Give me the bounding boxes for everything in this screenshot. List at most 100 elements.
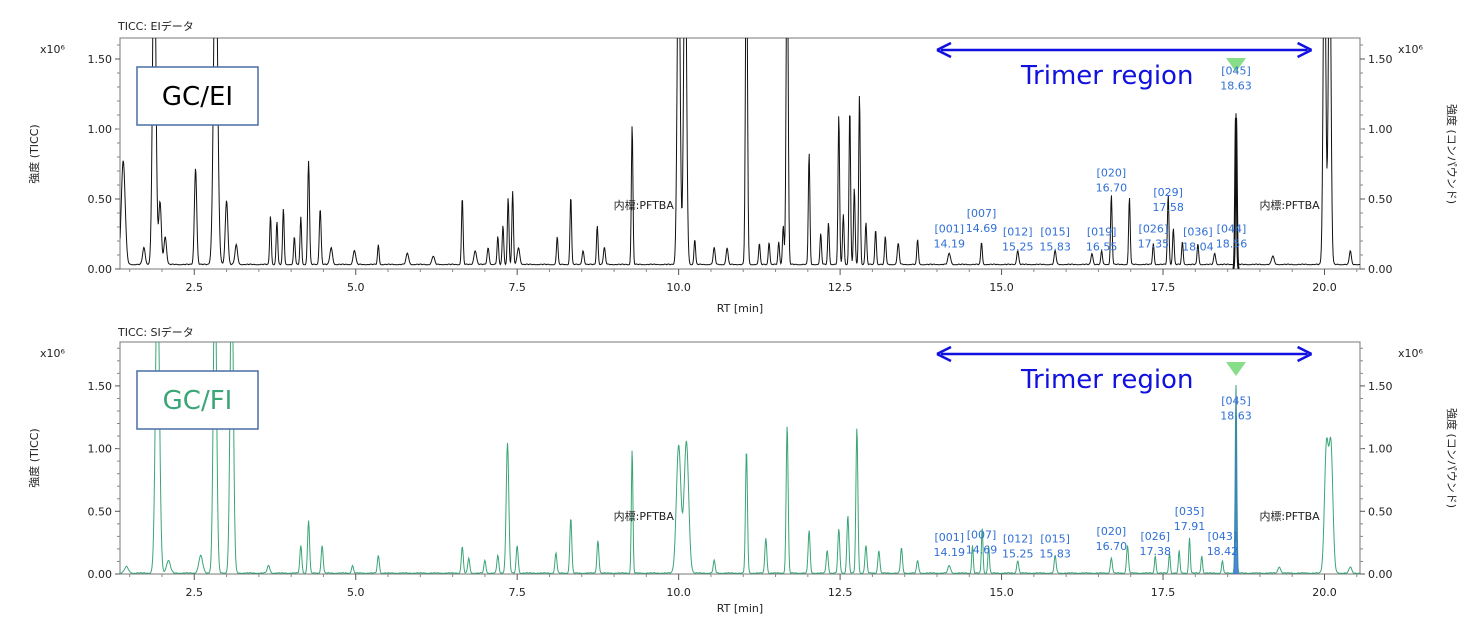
y-exponent-right: x10⁶ [1398,43,1424,56]
region-arrow-head-left [936,345,952,363]
compound-rt-label: 15.25 [1002,547,1034,560]
compound-rt-label: 14.19 [934,238,966,251]
compound-rt-label: 17.35 [1138,238,1170,251]
compound-id-label: [045] [1221,64,1251,77]
compound-rt-label: 16.70 [1096,540,1128,553]
x-tick-label: 17.5 [1151,281,1176,294]
internal-standard-label: 内標:PFTBA [1259,509,1320,523]
compound-id-label: [045] [1221,394,1251,407]
compound-peak-highlight [1232,117,1240,269]
compound-rt-label: 14.69 [966,544,998,557]
compound-id-label: [044] [1217,223,1247,236]
compound-id-label: [015] [1040,532,1070,545]
x-tick-label: 20.0 [1312,281,1337,294]
chart-title: TICC: EIデータ [117,19,194,33]
y-tick-label: 0.50 [88,193,113,206]
x-tick-label: 15.0 [989,281,1014,294]
compound-id-label: [001] [934,531,964,544]
compound-id-label: [020] [1097,167,1127,180]
trace-group [120,38,1360,269]
x-tick-label: 7.5 [508,586,526,599]
y-tick-label: 1.50 [88,53,113,66]
method-label: GC/EI [162,82,233,112]
compound-rt-label: 17.58 [1152,201,1184,214]
compound-marker-triangle [1226,362,1246,376]
compound-rt-label: 18.56 [1216,238,1248,251]
x-tick-label: 7.5 [508,281,526,294]
region-arrow-head-left [936,41,952,59]
internal-standard-label: 内標:PFTBA [614,198,675,212]
y-tick-label-right: 0.00 [1368,263,1393,276]
compound-id-label: [043] [1208,530,1238,543]
compound-id-label: [026] [1140,530,1170,543]
y-exponent-right: x10⁶ [1398,347,1424,360]
x-tick-label: 12.5 [828,586,853,599]
compound-peak-fill [1232,385,1240,574]
y-tick-label-right: 1.00 [1368,443,1393,456]
y-tick-label-right: 0.50 [1368,193,1393,206]
trace-group [120,342,1360,574]
region-label: Trimer region [1020,61,1193,91]
compound-rt-label: 15.25 [1002,240,1034,253]
compound-id-label: [029] [1153,186,1183,199]
method-box [136,370,259,430]
internal-standard-label: 内標:PFTBA [614,509,675,523]
compound-id-label: [012] [1003,532,1033,545]
compound-marker-triangle [1226,58,1246,72]
y-tick-label-right: 0.50 [1368,505,1393,518]
y-axis-label: 強度 (TICC) [27,428,41,487]
compound-id-label: [001] [934,223,964,236]
y-tick-label-right: 0.00 [1368,568,1393,581]
y-tick-label-right: 1.50 [1368,380,1393,393]
compound-id-label: [007] [967,207,997,220]
compound-rt-label: 18.63 [1220,79,1252,92]
compound-rt-label: 17.38 [1140,545,1172,558]
y-tick-label-right: 1.00 [1368,123,1393,136]
y-axis-label-right: 強度 (コンパウンド) [1445,104,1459,204]
plot-frame [119,341,1361,575]
y-tick-label: 0.00 [88,263,113,276]
y-tick-label: 1.50 [88,380,113,393]
x-tick-label: 2.5 [186,586,204,599]
x-tick-label: 5.0 [347,281,365,294]
x-tick-label: 15.0 [989,586,1014,599]
compound-id-label: [035] [1175,505,1205,518]
compound-rt-label: 16.70 [1096,182,1128,195]
chromatogram-trace [120,342,1360,574]
compound-id-label: [015] [1040,225,1070,238]
y-tick-label: 0.00 [88,568,113,581]
chromatogram-trace [120,38,1360,266]
compound-rt-label: 14.19 [934,546,966,559]
y-tick-label: 1.00 [88,443,113,456]
y-tick-label: 1.00 [88,123,113,136]
compound-id-label: [036] [1183,225,1213,238]
compound-id-label: [007] [967,529,997,542]
compound-rt-label: 16.55 [1086,240,1118,253]
compound-id-label: [012] [1003,225,1033,238]
method-box [136,66,259,126]
x-tick-label: 20.0 [1312,586,1337,599]
compound-id-label: [026] [1139,223,1169,236]
x-tick-label: 10.0 [666,586,691,599]
compound-rt-label: 18.63 [1220,409,1252,422]
region-arrow-head-right [1297,41,1313,59]
plot-frame [119,37,1361,270]
compound-rt-label: 18.42 [1207,545,1239,558]
y-axis-label: 強度 (TICC) [27,124,41,183]
region-label: Trimer region [1020,365,1193,395]
chart-panel-2: TICC: SIデータ x10⁶ x10⁶ 0.00 0.00 0.50 0.50 1.00 1… [27,325,1459,615]
x-axis-label: RT [min] [717,302,763,315]
compound-rt-label: 18.04 [1182,240,1214,253]
x-tick-label: 17.5 [1151,586,1176,599]
x-tick-label: 10.0 [666,281,691,294]
compound-rt-label: 17.91 [1174,520,1206,533]
x-axis-label: RT [min] [717,602,763,615]
x-tick-label: 2.5 [186,281,204,294]
method-label: GC/FI [163,386,233,416]
compound-id-label: [020] [1097,525,1127,538]
chart-panel-1: TICC: EIデータ x10⁶ x10⁶ 0.00 0.00 0.50 0.50 1.00 1… [27,19,1459,315]
y-tick-label-right: 1.50 [1368,53,1393,66]
internal-standard-label: 内標:PFTBA [1259,198,1320,212]
compound-id-label: [019] [1087,225,1117,238]
